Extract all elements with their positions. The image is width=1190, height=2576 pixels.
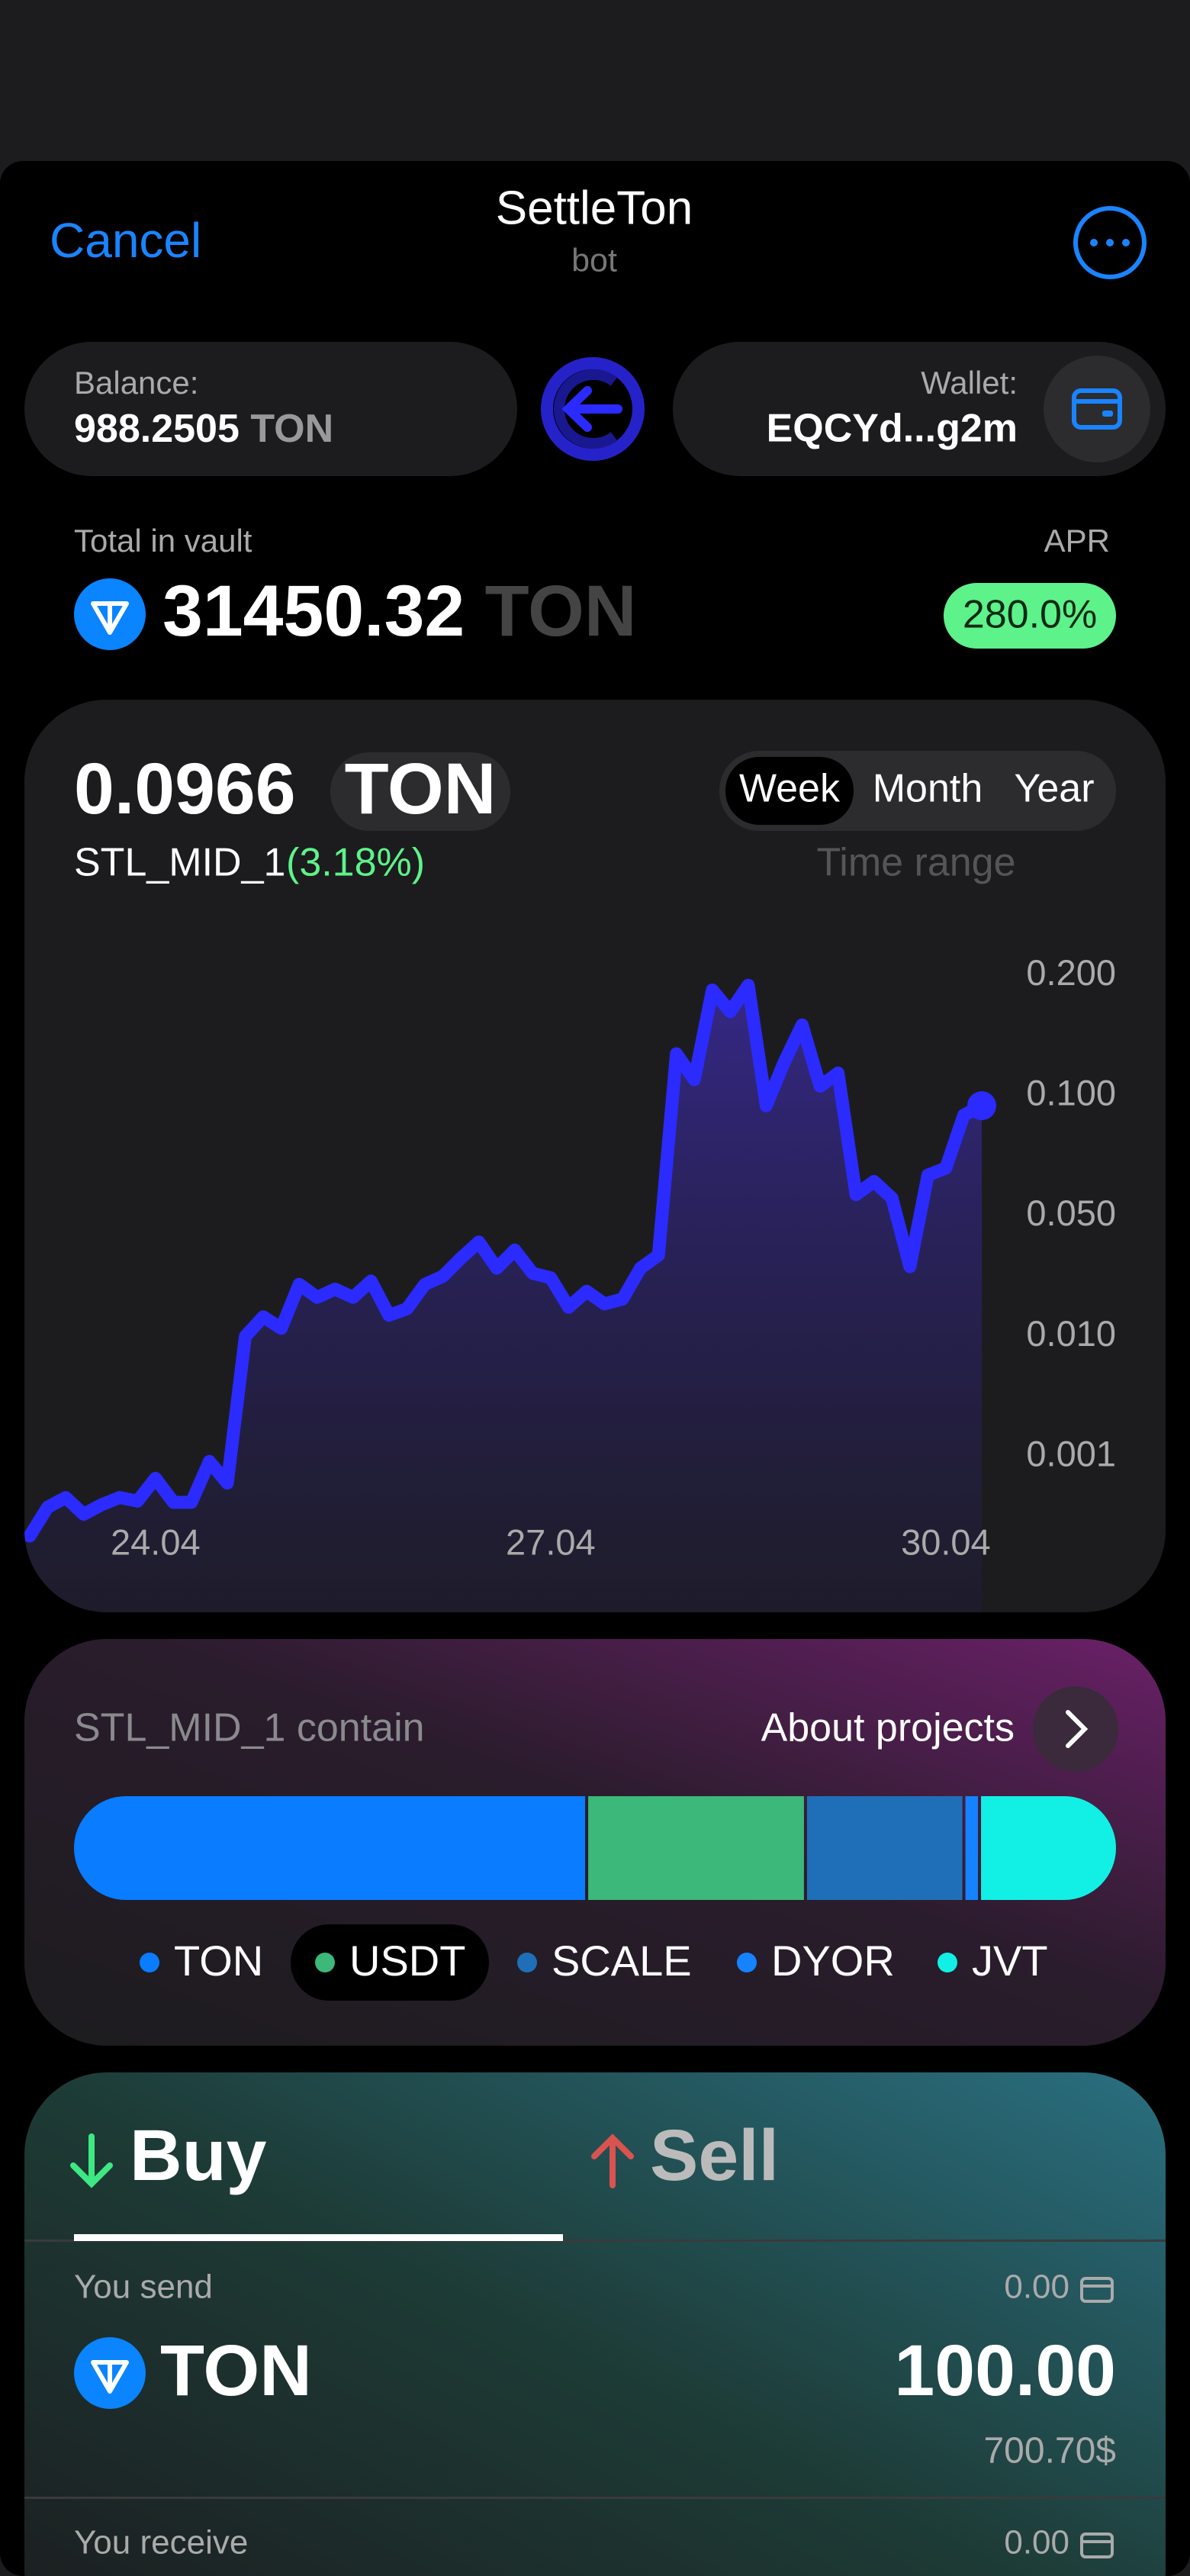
sell-tab[interactable]: Sell bbox=[650, 2115, 779, 2196]
more-button[interactable] bbox=[1073, 206, 1147, 279]
range-label: Time range bbox=[816, 841, 1015, 885]
range-week[interactable]: Week bbox=[739, 767, 841, 811]
legend-label: JVT bbox=[972, 1937, 1048, 1985]
legend-highlight bbox=[291, 1924, 489, 2001]
legend-dot bbox=[140, 1953, 159, 1972]
trade-card bbox=[24, 2072, 1166, 2576]
wallet-address: EQCYd...g2m bbox=[767, 407, 1018, 451]
wallet-pill[interactable] bbox=[673, 342, 1166, 476]
composition-bar bbox=[74, 1796, 1116, 1900]
legend-dot bbox=[517, 1953, 537, 1972]
legend: TON USDT SCALE DYOR JVT bbox=[140, 1937, 1048, 1985]
area bbox=[24, 985, 982, 1612]
apr-value: 280.0% bbox=[963, 593, 1097, 637]
buy-tab[interactable]: Buy bbox=[130, 2115, 267, 2196]
balance-value: 988.2505 TON bbox=[74, 407, 333, 451]
vault-unit: TON bbox=[485, 571, 637, 652]
send-token[interactable]: TON bbox=[160, 2330, 312, 2411]
y-tick-label: 0.050 bbox=[1026, 1193, 1116, 1233]
y-tick-label: 0.010 bbox=[1026, 1313, 1116, 1354]
balance-unit: TON bbox=[250, 407, 333, 451]
receive-balance: 0.00 bbox=[1004, 2524, 1069, 2562]
title: SettleTon bbox=[496, 182, 693, 234]
sell-arrow bbox=[591, 2133, 634, 2188]
send-label: You send bbox=[74, 2268, 213, 2306]
legend-dot bbox=[737, 1953, 757, 1972]
wallet-label: Wallet: bbox=[921, 365, 1018, 401]
composition-segment bbox=[965, 1796, 979, 1900]
subtitle: bot bbox=[571, 242, 617, 279]
range-year[interactable]: Year bbox=[1014, 767, 1094, 811]
legend-dot bbox=[938, 1953, 957, 1972]
send-amount[interactable]: 100.00 bbox=[894, 2330, 1116, 2411]
price-line bbox=[24, 978, 989, 1543]
wallet-icon bbox=[1080, 2533, 1114, 2558]
send-usd: 700.70$ bbox=[983, 2431, 1116, 2471]
about-link[interactable]: About projects bbox=[761, 1706, 1015, 1750]
tab-underline bbox=[74, 2234, 563, 2241]
buy-arrow bbox=[70, 2133, 113, 2188]
wallet-button[interactable] bbox=[1044, 356, 1150, 462]
legend-label: SCALE bbox=[552, 1937, 692, 1985]
send-token-icon bbox=[74, 2337, 146, 2409]
balance-label: Balance: bbox=[74, 365, 198, 401]
vault-value: 31450.32 TON bbox=[162, 571, 636, 652]
balance-amount: 988.2505 bbox=[74, 407, 240, 451]
price-unit: TON bbox=[345, 749, 497, 829]
x-tick-label: 27.04 bbox=[506, 1521, 596, 1562]
ton-icon bbox=[74, 578, 146, 650]
composition-title: STL_MID_1 contain bbox=[74, 1706, 425, 1750]
cancel-button[interactable]: Cancel bbox=[50, 213, 201, 268]
price-amount: 0.0966 bbox=[74, 749, 296, 829]
about-button[interactable] bbox=[1033, 1686, 1118, 1772]
price-change: (3.18%) bbox=[286, 841, 425, 885]
legend-label: USDT bbox=[349, 1937, 465, 1985]
y-tick-label: 0.200 bbox=[1026, 952, 1116, 993]
composition-segment bbox=[74, 1796, 586, 1900]
legend-dot bbox=[315, 1953, 335, 1972]
token-name: STL_MID_1 bbox=[74, 841, 285, 885]
range-selected bbox=[725, 757, 854, 825]
send-balance: 0.00 bbox=[1004, 2268, 1069, 2306]
composition-segment bbox=[806, 1796, 963, 1900]
section-divider bbox=[24, 2497, 1166, 2499]
legend-label: DYOR bbox=[771, 1937, 895, 1985]
x-tick-label: 24.04 bbox=[111, 1521, 201, 1562]
composition-segment bbox=[981, 1796, 1116, 1900]
tab-divider bbox=[24, 2240, 1166, 2242]
apr-badge bbox=[944, 583, 1116, 649]
wallet-icon bbox=[1080, 2277, 1114, 2303]
composition-segment bbox=[588, 1796, 804, 1900]
balance-pill bbox=[24, 342, 517, 476]
unit-pill bbox=[330, 752, 510, 831]
chart-area bbox=[24, 978, 996, 1612]
receive-label: You receive bbox=[74, 2524, 248, 2562]
vault-amount: 31450.32 bbox=[162, 571, 465, 652]
y-tick-label: 0.100 bbox=[1026, 1073, 1116, 1113]
range-month[interactable]: Month bbox=[873, 767, 983, 811]
logo bbox=[541, 357, 645, 461]
vault-label: Total in vault bbox=[74, 523, 252, 559]
y-tick-label: 0.001 bbox=[1026, 1433, 1116, 1473]
apr-label: APR bbox=[1044, 523, 1110, 559]
legend-label: TON bbox=[174, 1937, 263, 1985]
x-tick-label: 30.04 bbox=[901, 1521, 991, 1562]
last-point bbox=[967, 1091, 996, 1121]
